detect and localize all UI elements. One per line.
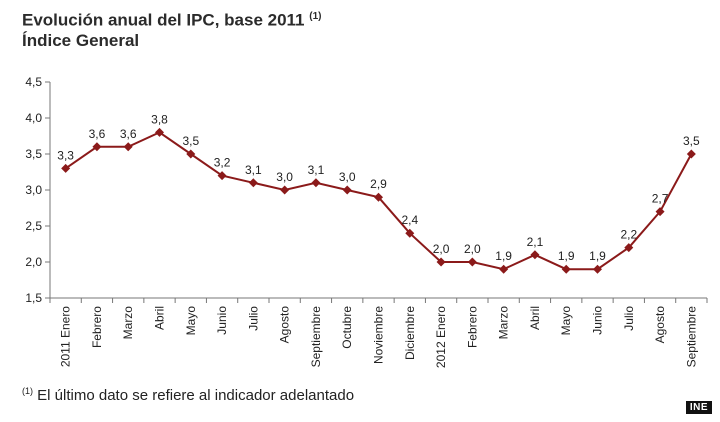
data-label: 3,6 [120, 127, 137, 141]
x-tick-label: Mayo [559, 306, 573, 336]
data-point [530, 250, 540, 260]
data-point [61, 163, 71, 173]
x-tick-label: Abril [153, 306, 167, 330]
data-label: 2,4 [401, 213, 418, 227]
data-label: 3,2 [214, 156, 231, 170]
data-point [280, 185, 290, 195]
data-point [593, 264, 602, 274]
x-tick-label: Marzo [121, 306, 135, 340]
y-tick-label: 2,0 [25, 255, 42, 269]
data-point [405, 228, 415, 238]
data-label: 3,0 [339, 170, 356, 184]
data-point [467, 257, 477, 267]
data-point [217, 171, 227, 181]
y-tick-label: 3,5 [25, 147, 42, 161]
footnote-marker: (1) [22, 386, 33, 396]
data-label: 2,0 [433, 242, 450, 256]
data-label: 3,1 [245, 163, 262, 177]
y-tick-label: 1,5 [25, 291, 42, 305]
y-tick-label: 2,5 [25, 219, 42, 233]
data-label: 3,3 [57, 148, 74, 162]
data-point [92, 142, 102, 152]
data-point [186, 149, 196, 159]
data-point [123, 142, 133, 152]
y-tick-label: 4,5 [25, 75, 42, 89]
footnote: (1) El último dato se refiere al indicad… [22, 386, 354, 404]
x-tick-label: Noviembre [372, 306, 386, 364]
data-label: 1,9 [589, 249, 606, 263]
x-tick-label: Marzo [497, 306, 511, 340]
data-point [342, 185, 352, 195]
y-tick-label: 4,0 [25, 111, 42, 125]
data-label: 3,5 [683, 134, 700, 148]
x-tick-label: Junio [215, 306, 229, 335]
data-point [686, 149, 696, 159]
ine-logo: INE [685, 401, 712, 414]
x-tick-label: Septiembre [309, 306, 323, 368]
data-label: 3,1 [308, 163, 325, 177]
data-label: 1,9 [558, 249, 575, 263]
x-tick-label: 2011 Enero [59, 306, 73, 367]
data-label: 3,5 [182, 134, 199, 148]
x-tick-label: Febrero [465, 306, 479, 348]
x-tick-label: Agosto [653, 306, 667, 344]
x-tick-label: Julio [622, 306, 636, 331]
data-point [561, 264, 571, 274]
chart-title-text: Evolución anual del IPC, base 2011 [22, 10, 305, 30]
data-point [499, 264, 509, 274]
x-tick-label: Abril [528, 306, 542, 330]
x-tick-label: Junio [591, 306, 605, 335]
data-label: 1,9 [495, 249, 512, 263]
x-tick-label: Septiembre [684, 306, 698, 368]
x-tick-label: Julio [246, 306, 260, 331]
data-label: 2,9 [370, 177, 387, 191]
data-label: 3,8 [151, 112, 168, 126]
x-tick-label: 2012 Enero [434, 306, 448, 368]
x-tick-label: Febrero [90, 306, 104, 348]
data-point [248, 178, 258, 188]
data-point [624, 243, 634, 253]
x-tick-label: Octubre [340, 306, 354, 349]
chart-title: Evolución anual del IPC, base 2011 (1) [22, 6, 321, 32]
x-tick-label: Diciembre [403, 306, 417, 360]
data-point [155, 127, 164, 137]
data-point [374, 192, 383, 202]
chart-subtitle: Índice General [22, 31, 140, 50]
y-tick-label: 3,0 [25, 183, 42, 197]
title-note: (1) [309, 11, 322, 22]
data-label: 3,6 [89, 127, 106, 141]
data-point [311, 178, 321, 188]
data-label: 2,1 [527, 235, 544, 249]
data-label: 2,2 [620, 228, 637, 242]
x-tick-label: Mayo [184, 306, 198, 336]
data-label: 2,0 [464, 242, 481, 256]
footnote-text: El último dato se refiere al indicador a… [37, 387, 355, 404]
data-point [436, 257, 446, 267]
data-label: 3,0 [276, 170, 293, 184]
x-tick-label: Agosto [278, 306, 292, 344]
data-point [655, 207, 665, 217]
data-label: 2,7 [652, 192, 669, 206]
